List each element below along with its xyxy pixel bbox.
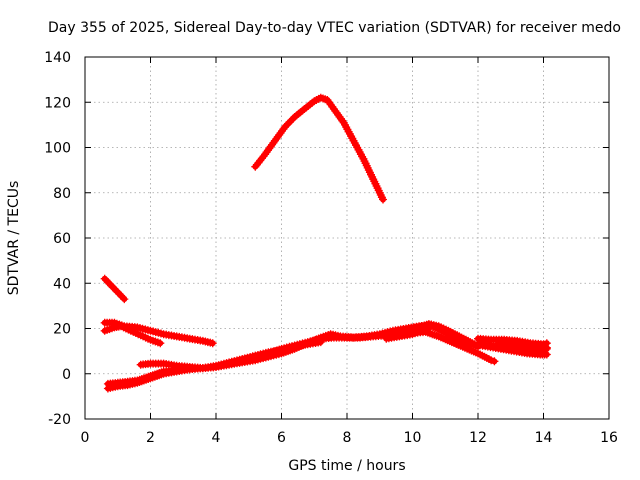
y-tick-label: 100 <box>44 141 71 157</box>
x-tick-label: 16 <box>600 430 618 446</box>
data-point <box>208 339 217 348</box>
x-tick-label: 14 <box>535 430 553 446</box>
x-tick-label: 6 <box>277 430 286 446</box>
x-tick-label: 2 <box>146 430 155 446</box>
y-tick-label: 20 <box>53 322 71 338</box>
data-point <box>308 98 317 107</box>
x-tick-label: 4 <box>212 430 221 446</box>
y-tick-label: 140 <box>44 50 71 66</box>
data-point <box>490 357 499 366</box>
y-axis-label: SDTVAR / TECUs <box>6 181 22 296</box>
y-tick-label: 120 <box>44 95 71 111</box>
y-tick-label: 60 <box>53 231 71 247</box>
data-point <box>379 195 387 204</box>
x-tick-label: 10 <box>404 430 422 446</box>
chart-title: Day 355 of 2025, Sidereal Day-to-day VTE… <box>48 20 621 36</box>
series-track-12 <box>251 93 387 204</box>
plot-frame <box>84 56 610 420</box>
data-point <box>542 343 551 352</box>
data-series <box>100 93 551 393</box>
x-tick-label: 12 <box>469 430 487 446</box>
y-tick-label: 0 <box>62 367 71 383</box>
y-tick-label: 80 <box>53 186 71 202</box>
x-axis-label: GPS time / hours <box>288 458 405 474</box>
data-point <box>251 162 260 171</box>
y-tick-label: -20 <box>48 412 71 428</box>
data-point <box>118 293 127 302</box>
data-point <box>120 295 129 304</box>
series-track-1 <box>100 274 129 304</box>
grid <box>85 57 609 419</box>
y-tick-label: 40 <box>53 276 71 292</box>
series-track-3 <box>100 322 165 348</box>
axis-ticks: 0 2 4 6 8 10 12 14 16 -20 0 20 40 60 80 100 120 140 <box>44 50 618 446</box>
series-track-11 <box>493 339 551 352</box>
data-point <box>338 116 347 125</box>
data-point <box>257 154 266 163</box>
x-tick-label: 8 <box>343 430 352 446</box>
x-tick-label: 0 <box>81 430 90 446</box>
data-point <box>156 339 165 348</box>
series-track-7 <box>382 324 433 343</box>
